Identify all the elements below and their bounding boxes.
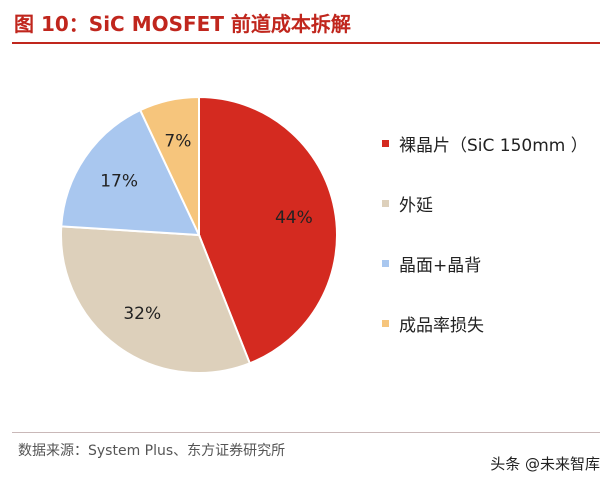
pie-slice-epitaxy bbox=[60, 225, 252, 374]
legend-item-yield-loss: 成品率损失 bbox=[382, 308, 588, 338]
watermark: 头条 @未来智库 bbox=[490, 453, 600, 474]
source-note: 数据来源：System Plus、东方证券研究所 bbox=[18, 443, 286, 459]
legend-swatch-front-back bbox=[382, 259, 389, 267]
footer-divider bbox=[12, 432, 600, 433]
legend: 裸晶片（SiC 150mm ） 外延 晶面+晶背 成品率损失 bbox=[382, 128, 588, 368]
data-label-wafer: 44% bbox=[275, 208, 313, 228]
chart-title: 图 10：SiC MOSFET 前道成本拆解 bbox=[14, 12, 351, 36]
legend-item-epitaxy: 外延 bbox=[382, 188, 588, 218]
legend-item-wafer: 裸晶片（SiC 150mm ） bbox=[382, 128, 588, 158]
legend-label-epitaxy: 外延 bbox=[399, 195, 433, 216]
title-divider bbox=[12, 42, 600, 44]
legend-swatch-yield-loss bbox=[382, 319, 389, 327]
pie-slice-front-back bbox=[60, 108, 201, 237]
legend-swatch-epitaxy bbox=[382, 199, 389, 207]
data-label-front-back: 17% bbox=[100, 172, 138, 192]
legend-swatch-wafer bbox=[382, 139, 389, 147]
watermark-text: 头条 @未来智库 bbox=[490, 455, 600, 473]
legend-label-yield-loss: 成品率损失 bbox=[399, 315, 484, 336]
data-label-yield-loss: 7% bbox=[164, 132, 191, 152]
pie-slice-yield-loss bbox=[138, 95, 200, 236]
pie-slice-wafer bbox=[198, 95, 338, 365]
data-label-epitaxy: 32% bbox=[123, 304, 161, 324]
legend-label-wafer: 裸晶片（SiC 150mm ） bbox=[399, 135, 588, 156]
legend-item-front-back: 晶面+晶背 bbox=[382, 248, 588, 278]
legend-label-front-back: 晶面+晶背 bbox=[399, 255, 482, 276]
